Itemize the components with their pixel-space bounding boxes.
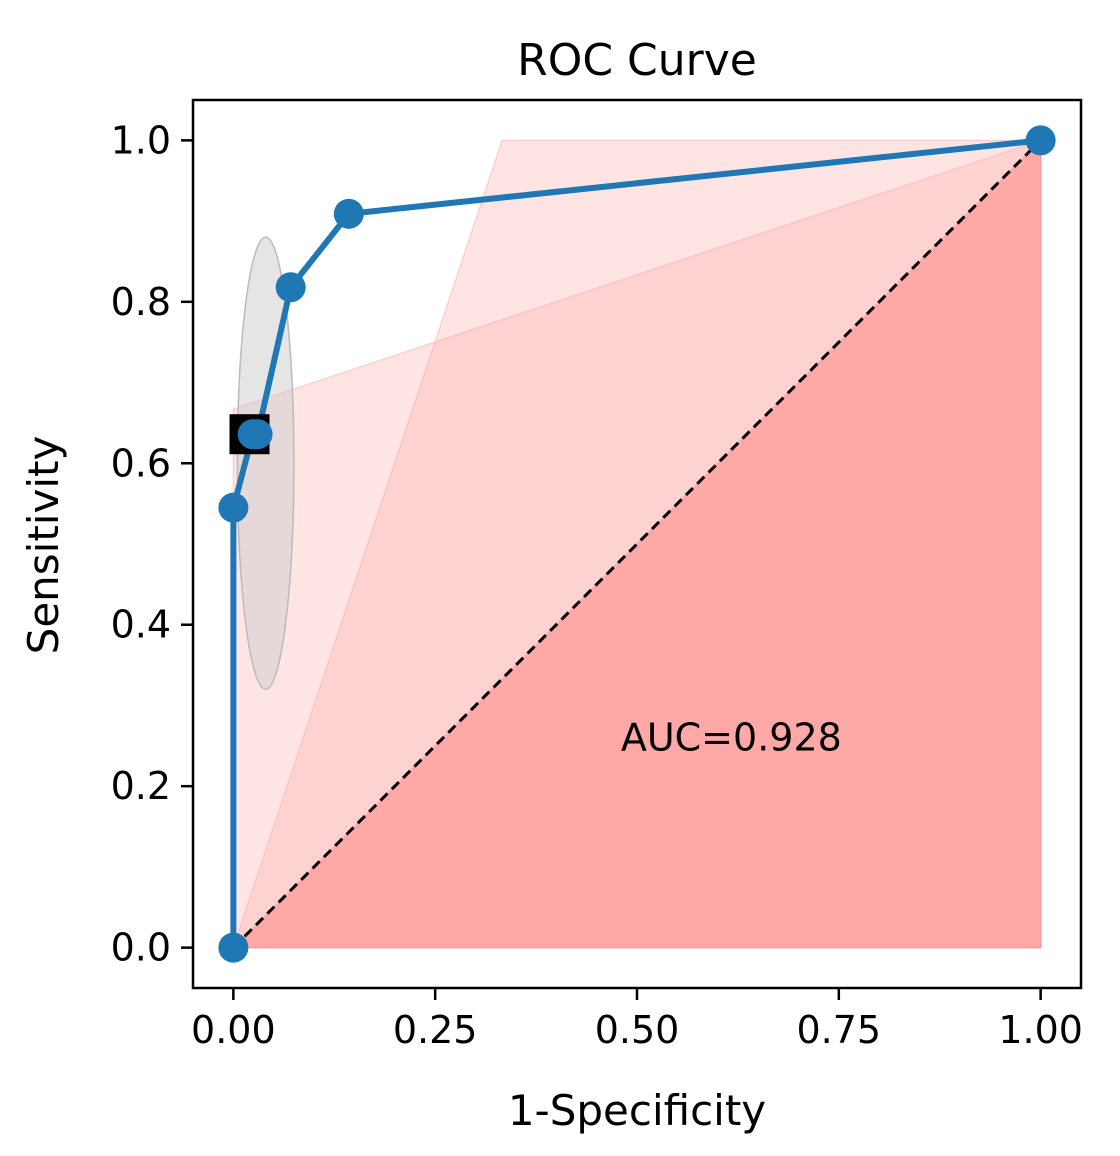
roc-point	[242, 419, 273, 450]
x-tick-label: 0.75	[797, 1008, 882, 1052]
auc-annotation: AUC=0.928	[621, 716, 842, 760]
y-axis-ticks: 0.0 0.2 0.4 0.6 0.8 1.0	[111, 118, 193, 970]
x-tick-label: 0.25	[393, 1008, 478, 1052]
y-tick-label: 0.2	[111, 764, 171, 808]
confidence-ellipse	[236, 236, 295, 691]
roc-point	[218, 932, 249, 963]
x-tick-label: 0.50	[595, 1008, 680, 1052]
x-axis-ticks: 0.00 0.25 0.50 0.75 1.00	[191, 988, 1083, 1052]
y-tick-label: 0.8	[111, 280, 171, 324]
y-tick-label: 0.4	[111, 603, 171, 647]
annotations: AUC=0.928	[621, 716, 842, 760]
roc-point	[275, 272, 306, 303]
confidence-ellipse-layer	[236, 236, 295, 691]
y-tick-label: 0.6	[111, 441, 171, 485]
y-tick-label: 0.0	[111, 926, 171, 970]
x-tick-label: 0.00	[191, 1008, 276, 1052]
shaded-regions	[231, 138, 1043, 950]
roc-point	[218, 492, 249, 523]
points-layer	[218, 125, 1056, 963]
x-tick-label: 1.00	[998, 1008, 1083, 1052]
chart-title: ROC Curve	[517, 35, 757, 86]
roc-point	[333, 198, 364, 229]
y-tick-label: 1.0	[111, 118, 171, 162]
roc-point	[1025, 125, 1056, 156]
reference-diagonal-line	[232, 139, 1042, 949]
y-axis-label: Sensitivity	[19, 436, 68, 655]
x-axis-label: 1-Specificity	[508, 1086, 766, 1135]
